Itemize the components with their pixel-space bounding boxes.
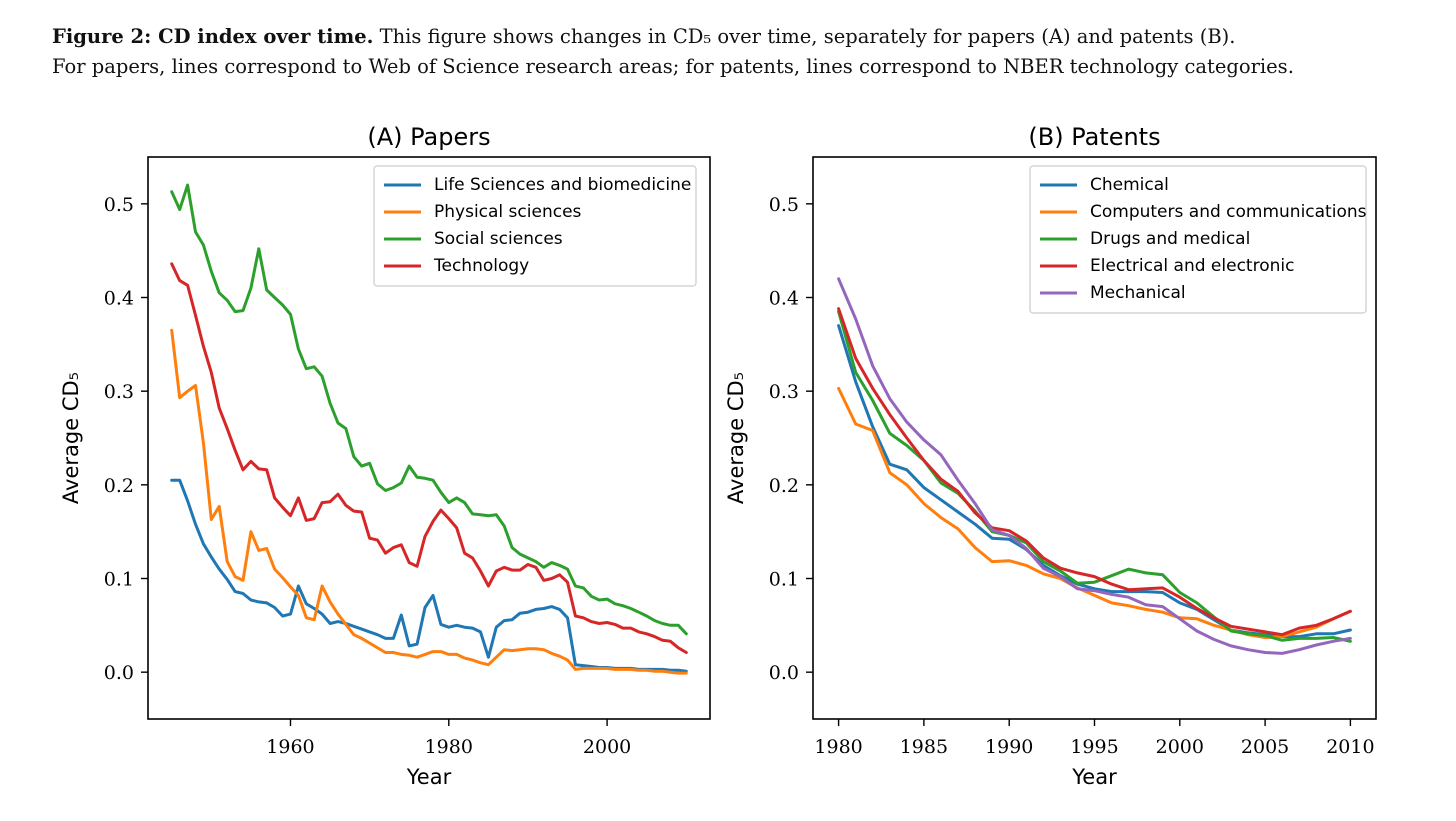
x-tick-label: 2000 (583, 736, 631, 758)
series-line-life-sciences-and-biomedicine (170, 478, 688, 673)
legend-label-chemical: Chemical (1090, 175, 1169, 195)
y-tick-label: 0.5 (104, 194, 134, 216)
legend-label-social-sciences: Social sciences (434, 229, 563, 249)
legend-label-technology: Technology (433, 256, 529, 276)
series-line-mechanical (837, 277, 1352, 655)
legend-label-life-sciences-and-biomedicine: Life Sciences and biomedicine (434, 175, 691, 195)
y-tick-label: 0.2 (104, 475, 134, 497)
chart-title: (B) Patents (1028, 123, 1160, 151)
series-line-physical-sciences (170, 328, 688, 675)
series-line-technology (170, 262, 688, 654)
x-tick-label: 1985 (900, 736, 948, 758)
x-tick-label: 1980 (425, 736, 473, 758)
caption-line-1: Figure 2: CD index over time. This figur… (52, 22, 1422, 52)
legend-label-physical-sciences: Physical sciences (434, 202, 582, 222)
panel-papers: (A) Papers 1960 1980 2000 0.0 0.1 0.2 0.3 0.4 0.5… (59, 123, 711, 789)
x-tick-label: 1995 (1070, 736, 1118, 758)
x-axis-label: Year (406, 765, 452, 789)
y-tick-label: 0.3 (104, 381, 134, 403)
y-tick-label: 0.4 (769, 288, 799, 310)
x-tick-label: 2000 (1156, 736, 1204, 758)
caption-lead: Figure 2: CD index over time. (52, 25, 374, 48)
y-axis-label: Average CD₅ (59, 372, 83, 504)
y-axis-label: Average CD₅ (724, 372, 748, 504)
x-tick-label: 2005 (1241, 736, 1289, 758)
series-line-computers-and-communications (837, 386, 1352, 639)
x-axis-label: Year (1071, 765, 1117, 789)
legend-label-mechanical: Mechanical (1090, 283, 1186, 303)
y-tick-label: 0.0 (769, 662, 799, 684)
plot-frame (147, 156, 711, 720)
series-line-electrical-and-electronic (837, 307, 1352, 637)
x-tick-label: 2010 (1326, 736, 1374, 758)
x-tick-label: 1990 (985, 736, 1033, 758)
chart-title: (A) Papers (367, 123, 490, 151)
legend-label-electrical-and-electronic: Electrical and electronic (1090, 256, 1294, 276)
y-tick-label: 0.4 (104, 288, 134, 310)
caption-text-2: For papers, lines correspond to Web of S… (52, 55, 1294, 78)
y-tick-label: 0.2 (769, 475, 799, 497)
legend-label-drugs-and-medical: Drugs and medical (1090, 229, 1250, 249)
legend-label-computers-and-communications: Computers and communications (1090, 202, 1367, 222)
series-line-social-sciences (170, 183, 688, 636)
y-tick-label: 0.1 (769, 569, 799, 591)
y-tick-label: 0.1 (104, 569, 134, 591)
x-tick-label: 1980 (814, 736, 862, 758)
caption-text-1: This figure shows changes in CD₅ over ti… (379, 25, 1236, 48)
y-tick-label: 0.3 (769, 381, 799, 403)
panel-patents: (B) Patents 1980 1985 1990 1995 2000 2005 2010 0… (724, 123, 1377, 789)
legend-box (373, 165, 697, 287)
y-tick-label: 0.0 (104, 662, 134, 684)
y-tick-label: 0.5 (769, 194, 799, 216)
x-tick-label: 1960 (266, 736, 314, 758)
legend-box (1029, 165, 1367, 314)
figure-caption: Figure 2: CD index over time. This figur… (52, 22, 1422, 82)
